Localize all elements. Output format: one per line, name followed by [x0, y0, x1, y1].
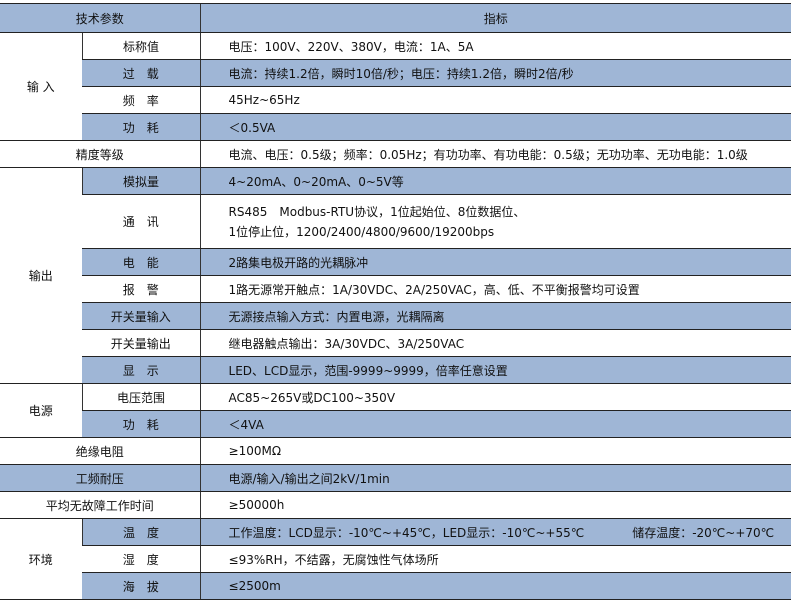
row-label: 报 警: [82, 275, 201, 303]
row-value: RS485 Modbus-RTU协议，1位起始位、8位数据位、 1位停止位，12…: [199, 194, 791, 249]
table-row: 海 拔 ≤2500m: [0, 572, 791, 600]
row-label: 频 率: [82, 86, 201, 114]
row-label: 模拟量: [81, 167, 201, 195]
table-row: 环境 温 度 工作温度：LCD显示：-10℃~+45℃，LED显示：-10℃~+…: [0, 518, 791, 600]
table-row: 湿 度 ≤93%RH，不结露，无腐蚀性气体场所: [0, 545, 791, 573]
table-row: 精度等级 电流、电压：0.5级；频率：0.05Hz；有功功率、有功电能：0.5级…: [0, 140, 791, 168]
row-label: 精度等级: [0, 140, 201, 168]
row-value: 电流：持续1.2倍，瞬时10倍/秒；电压：持续1.2倍，瞬时2倍/秒: [199, 59, 791, 87]
table-row: 电源 电压范围 AC85~265V或DC100~350V: [0, 383, 791, 438]
table-row: 输出 模拟量 4~20mA、0~20mA、0~5V等: [0, 167, 791, 384]
row-label: 标称值: [81, 32, 201, 60]
row-label: 过 载: [82, 59, 201, 87]
row-value: 电压：100V、220V、380V，电流：1A、5A: [199, 32, 791, 60]
table-row: 过 载 电流：持续1.2倍，瞬时10倍/秒；电压：持续1.2倍，瞬时2倍/秒: [0, 59, 791, 87]
row-value: 45Hz~65Hz: [199, 86, 791, 114]
row-value: 4~20mA、0~20mA、0~5V等: [199, 167, 791, 195]
header-param: 技术参数: [0, 3, 201, 33]
table-row: 工频耐压 电源/输入/输出之间2kV/1min: [0, 464, 791, 492]
row-label: 功 耗: [82, 113, 201, 141]
table-row: 报 警 1路无源常开触点：1A/30VDC、2A/250VAC，高、低、不平衡报…: [0, 275, 791, 303]
row-value: ≤2500m: [199, 572, 791, 600]
row-value: 继电器触点输出：3A/30VDC、3A/250VAC: [199, 329, 791, 357]
row-value: 工作温度：LCD显示：-10℃~+45℃，LED显示：-10℃~+55℃ 储存温…: [199, 518, 791, 546]
row-label: 平均无故障工作时间: [0, 491, 201, 519]
table-row: 开关量输出 继电器触点输出：3A/30VDC、3A/250VAC: [0, 329, 791, 357]
table-row: 电 能 2路集电极开路的光耦脉冲: [0, 248, 791, 276]
comm-line-2: 1位停止位，1200/2400/4800/9600/19200bps: [228, 224, 495, 239]
comm-line-1: RS485 Modbus-RTU协议，1位起始位、8位数据位、: [228, 204, 526, 219]
row-value: 无源接点输入方式：内置电源，光耦隔离: [199, 302, 791, 330]
row-value: ≥100MΩ: [199, 437, 791, 465]
table-row: 功 耗 ＜4VA: [0, 410, 791, 438]
spec-table: 技术参数 指标 输 入 标称值 电压：100V、220V、380V，电流：1A、…: [0, 3, 791, 600]
row-value: LED、LCD显示，范围-9999~9999，倍率任意设置: [199, 356, 791, 384]
table-row: 通 讯 RS485 Modbus-RTU协议，1位起始位、8位数据位、 1位停止…: [0, 194, 791, 249]
row-label: 功 耗: [82, 410, 201, 438]
group-env: 环境: [0, 518, 82, 600]
table-row: 显 示 LED、LCD显示，范围-9999~9999，倍率任意设置: [0, 356, 791, 384]
row-label: 湿 度: [82, 545, 201, 573]
row-value: ≤93%RH，不结露，无腐蚀性气体场所: [199, 545, 791, 573]
table-row: 开关量输入 无源接点输入方式：内置电源，光耦隔离: [0, 302, 791, 330]
row-label: 通 讯: [82, 194, 201, 249]
row-label: 工频耐压: [0, 464, 201, 492]
row-label: 开关量输入: [82, 302, 201, 330]
row-value: 电流、电压：0.5级；频率：0.05Hz；有功功率、有功电能：0.5级；无功功率…: [199, 140, 791, 168]
table-row: 输 入 标称值 电压：100V、220V、380V，电流：1A、5A: [0, 32, 791, 141]
row-value: 2路集电极开路的光耦脉冲: [199, 248, 791, 276]
table-row: 平均无故障工作时间 ≥50000h: [0, 491, 791, 519]
row-value: 电源/输入/输出之间2kV/1min: [199, 464, 791, 492]
row-value: ＜4VA: [199, 410, 791, 438]
header-row: 技术参数 指标: [0, 3, 791, 33]
header-spec: 指标: [199, 3, 791, 33]
row-label: 电 能: [82, 248, 201, 276]
row-label: 电压范围: [81, 383, 201, 411]
row-value: ＜0.5VA: [199, 113, 791, 141]
row-value: ≥50000h: [199, 491, 791, 519]
row-label: 海 拔: [82, 572, 201, 600]
row-label: 显 示: [82, 356, 201, 384]
table-row: 功 耗 ＜0.5VA: [0, 113, 791, 141]
row-label: 开关量输出: [82, 329, 201, 357]
group-power: 电源: [0, 383, 82, 438]
row-label: 温 度: [81, 518, 201, 546]
group-input: 输 入: [0, 32, 82, 141]
row-label: 绝缘电阻: [0, 437, 201, 465]
group-output: 输出: [0, 167, 82, 384]
table-row: 绝缘电阻 ≥100MΩ: [0, 437, 791, 465]
table-row: 频 率 45Hz~65Hz: [0, 86, 791, 114]
row-value: 1路无源常开触点：1A/30VDC、2A/250VAC，高、低、不平衡报警均可设…: [199, 275, 791, 303]
row-value: AC85~265V或DC100~350V: [199, 383, 791, 411]
